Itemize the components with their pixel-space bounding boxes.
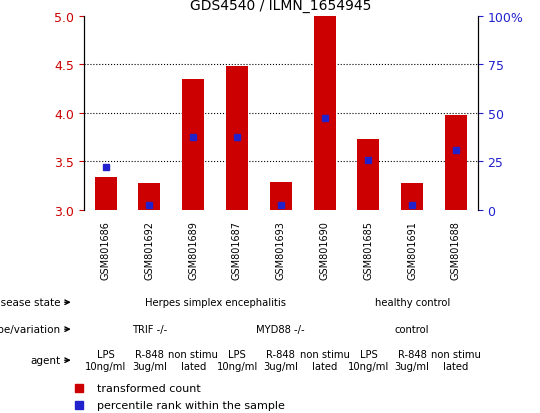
Title: GDS4540 / ILMN_1654945: GDS4540 / ILMN_1654945 bbox=[190, 0, 372, 13]
Bar bbox=[270, 183, 292, 211]
Text: GSM801689: GSM801689 bbox=[188, 221, 198, 279]
Text: GSM801692: GSM801692 bbox=[144, 221, 154, 279]
Text: non stimu
lated: non stimu lated bbox=[168, 349, 218, 371]
Text: control: control bbox=[395, 324, 429, 335]
Text: GSM801685: GSM801685 bbox=[363, 221, 373, 279]
Bar bbox=[357, 140, 379, 211]
Bar bbox=[445, 116, 467, 211]
Text: LPS
10ng/ml: LPS 10ng/ml bbox=[217, 349, 258, 371]
Text: LPS
10ng/ml: LPS 10ng/ml bbox=[348, 349, 389, 371]
Text: healthy control: healthy control bbox=[375, 297, 450, 308]
Bar bbox=[226, 67, 248, 211]
Text: GSM801686: GSM801686 bbox=[100, 221, 111, 279]
Bar bbox=[138, 183, 160, 211]
Text: GSM801693: GSM801693 bbox=[276, 221, 286, 279]
Text: R-848
3ug/ml: R-848 3ug/ml bbox=[132, 349, 167, 371]
Text: transformed count: transformed count bbox=[97, 383, 201, 393]
Bar bbox=[94, 178, 117, 211]
Text: GSM801687: GSM801687 bbox=[232, 221, 242, 279]
Text: MYD88 -/-: MYD88 -/- bbox=[256, 324, 305, 335]
Text: LPS
10ng/ml: LPS 10ng/ml bbox=[85, 349, 126, 371]
Text: genotype/variation: genotype/variation bbox=[0, 324, 60, 334]
Text: GSM801690: GSM801690 bbox=[320, 221, 329, 279]
Text: R-848
3ug/ml: R-848 3ug/ml bbox=[395, 349, 430, 371]
Text: TRIF -/-: TRIF -/- bbox=[132, 324, 167, 335]
Bar bbox=[183, 80, 204, 211]
Text: Herpes simplex encephalitis: Herpes simplex encephalitis bbox=[145, 297, 286, 308]
Text: R-848
3ug/ml: R-848 3ug/ml bbox=[264, 349, 298, 371]
Bar bbox=[314, 17, 335, 211]
Text: agent: agent bbox=[30, 355, 60, 365]
Bar bbox=[401, 183, 423, 211]
Text: disease state: disease state bbox=[0, 297, 60, 307]
Text: non stimu
lated: non stimu lated bbox=[431, 349, 481, 371]
Text: GSM801691: GSM801691 bbox=[407, 221, 417, 279]
Text: percentile rank within the sample: percentile rank within the sample bbox=[97, 400, 285, 410]
Text: GSM801688: GSM801688 bbox=[451, 221, 461, 279]
Text: non stimu
lated: non stimu lated bbox=[300, 349, 349, 371]
